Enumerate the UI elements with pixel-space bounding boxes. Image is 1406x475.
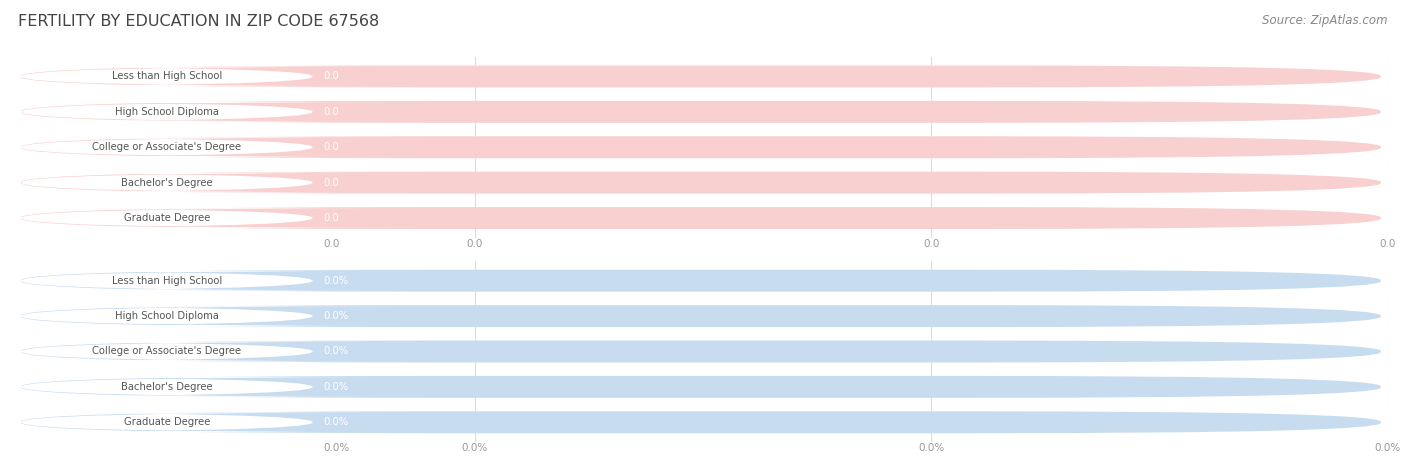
FancyBboxPatch shape — [21, 305, 1381, 327]
Text: Graduate Degree: Graduate Degree — [124, 213, 209, 223]
Text: 0.0%: 0.0% — [323, 346, 349, 357]
Text: 0.0%: 0.0% — [323, 382, 349, 392]
Text: 0.0%: 0.0% — [323, 443, 350, 453]
Text: 0.0%: 0.0% — [323, 311, 349, 321]
FancyBboxPatch shape — [0, 342, 404, 361]
Text: 0.0: 0.0 — [323, 107, 339, 117]
Text: Bachelor's Degree: Bachelor's Degree — [121, 178, 212, 188]
Text: 0.0%: 0.0% — [461, 443, 488, 453]
FancyBboxPatch shape — [21, 101, 1381, 123]
Text: 0.0: 0.0 — [323, 142, 339, 152]
Text: Graduate Degree: Graduate Degree — [124, 417, 209, 428]
Text: Bachelor's Degree: Bachelor's Degree — [121, 382, 212, 392]
FancyBboxPatch shape — [21, 136, 1381, 158]
Text: 0.0%: 0.0% — [323, 417, 349, 428]
FancyBboxPatch shape — [0, 208, 404, 228]
Text: 0.0: 0.0 — [467, 238, 482, 248]
Text: FERTILITY BY EDUCATION IN ZIP CODE 67568: FERTILITY BY EDUCATION IN ZIP CODE 67568 — [18, 14, 380, 29]
FancyBboxPatch shape — [0, 377, 404, 397]
FancyBboxPatch shape — [0, 412, 404, 432]
Text: 0.0: 0.0 — [323, 213, 339, 223]
Text: Less than High School: Less than High School — [111, 71, 222, 82]
FancyBboxPatch shape — [0, 102, 404, 122]
FancyBboxPatch shape — [21, 270, 1381, 292]
Text: College or Associate's Degree: College or Associate's Degree — [93, 142, 242, 152]
Text: High School Diploma: High School Diploma — [115, 311, 219, 321]
Text: 0.0%: 0.0% — [918, 443, 945, 453]
FancyBboxPatch shape — [21, 207, 1381, 229]
FancyBboxPatch shape — [0, 137, 404, 157]
FancyBboxPatch shape — [0, 173, 404, 192]
FancyBboxPatch shape — [0, 66, 404, 86]
FancyBboxPatch shape — [0, 271, 404, 291]
Text: Source: ZipAtlas.com: Source: ZipAtlas.com — [1263, 14, 1388, 27]
Text: Less than High School: Less than High School — [111, 276, 222, 286]
Text: 0.0: 0.0 — [323, 238, 340, 248]
FancyBboxPatch shape — [0, 306, 404, 326]
Text: 0.0: 0.0 — [323, 178, 339, 188]
FancyBboxPatch shape — [21, 66, 1381, 87]
FancyBboxPatch shape — [21, 376, 1381, 398]
FancyBboxPatch shape — [21, 171, 1381, 194]
Text: 0.0: 0.0 — [323, 71, 339, 82]
Text: 0.0%: 0.0% — [1375, 443, 1400, 453]
FancyBboxPatch shape — [21, 411, 1381, 433]
FancyBboxPatch shape — [21, 341, 1381, 362]
Text: College or Associate's Degree: College or Associate's Degree — [93, 346, 242, 357]
Text: 0.0: 0.0 — [924, 238, 939, 248]
Text: 0.0%: 0.0% — [323, 276, 349, 286]
Text: 0.0: 0.0 — [1379, 238, 1396, 248]
Text: High School Diploma: High School Diploma — [115, 107, 219, 117]
